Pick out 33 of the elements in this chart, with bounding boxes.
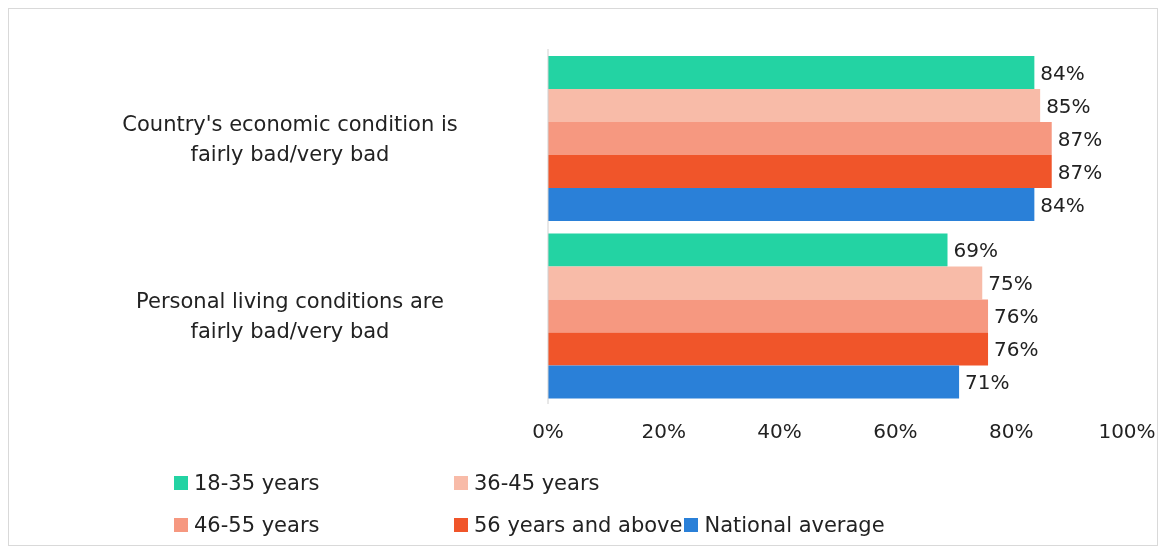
- data-label: 85%: [1046, 93, 1091, 118]
- legend-label: 46-55 years: [194, 513, 320, 537]
- y-tick-label: Country's economic condition is fairly bad/very bad: [122, 111, 458, 166]
- bar: [548, 155, 1052, 189]
- x-tick-label: 0%: [532, 419, 564, 444]
- legend-label: 36-45 years: [474, 471, 600, 495]
- x-tick-label: 40%: [757, 419, 802, 444]
- data-label: 87%: [1057, 126, 1103, 151]
- data-label: 87%: [1057, 159, 1103, 184]
- x-tick-label: 100%: [1098, 419, 1156, 444]
- bar: [548, 122, 1052, 156]
- bar: [548, 299, 989, 333]
- bar: [548, 365, 960, 399]
- legend-label: National average: [704, 513, 885, 537]
- x-tick-label: 80%: [988, 419, 1034, 444]
- bar: [548, 266, 983, 300]
- legend-label: 18-35 years: [194, 471, 320, 495]
- data-label: 71%: [965, 370, 1010, 395]
- x-tick-label: 60%: [873, 419, 918, 444]
- bar: [548, 233, 948, 267]
- data-label: 69%: [953, 238, 998, 263]
- data-label: 84%: [1040, 192, 1085, 217]
- bar: [548, 89, 1041, 123]
- bar: [548, 188, 1035, 222]
- bar: [548, 56, 1035, 90]
- data-label: 76%: [994, 304, 1039, 329]
- legend-label: 56 years and above: [474, 513, 683, 537]
- bar: [548, 332, 989, 366]
- y-tick-label: Personal living conditions are fairly bad/very bad: [136, 289, 444, 344]
- data-label: 76%: [994, 337, 1039, 362]
- data-label: 84%: [1040, 60, 1085, 85]
- data-label: 75%: [988, 271, 1033, 296]
- x-tick-label: 20%: [641, 419, 687, 444]
